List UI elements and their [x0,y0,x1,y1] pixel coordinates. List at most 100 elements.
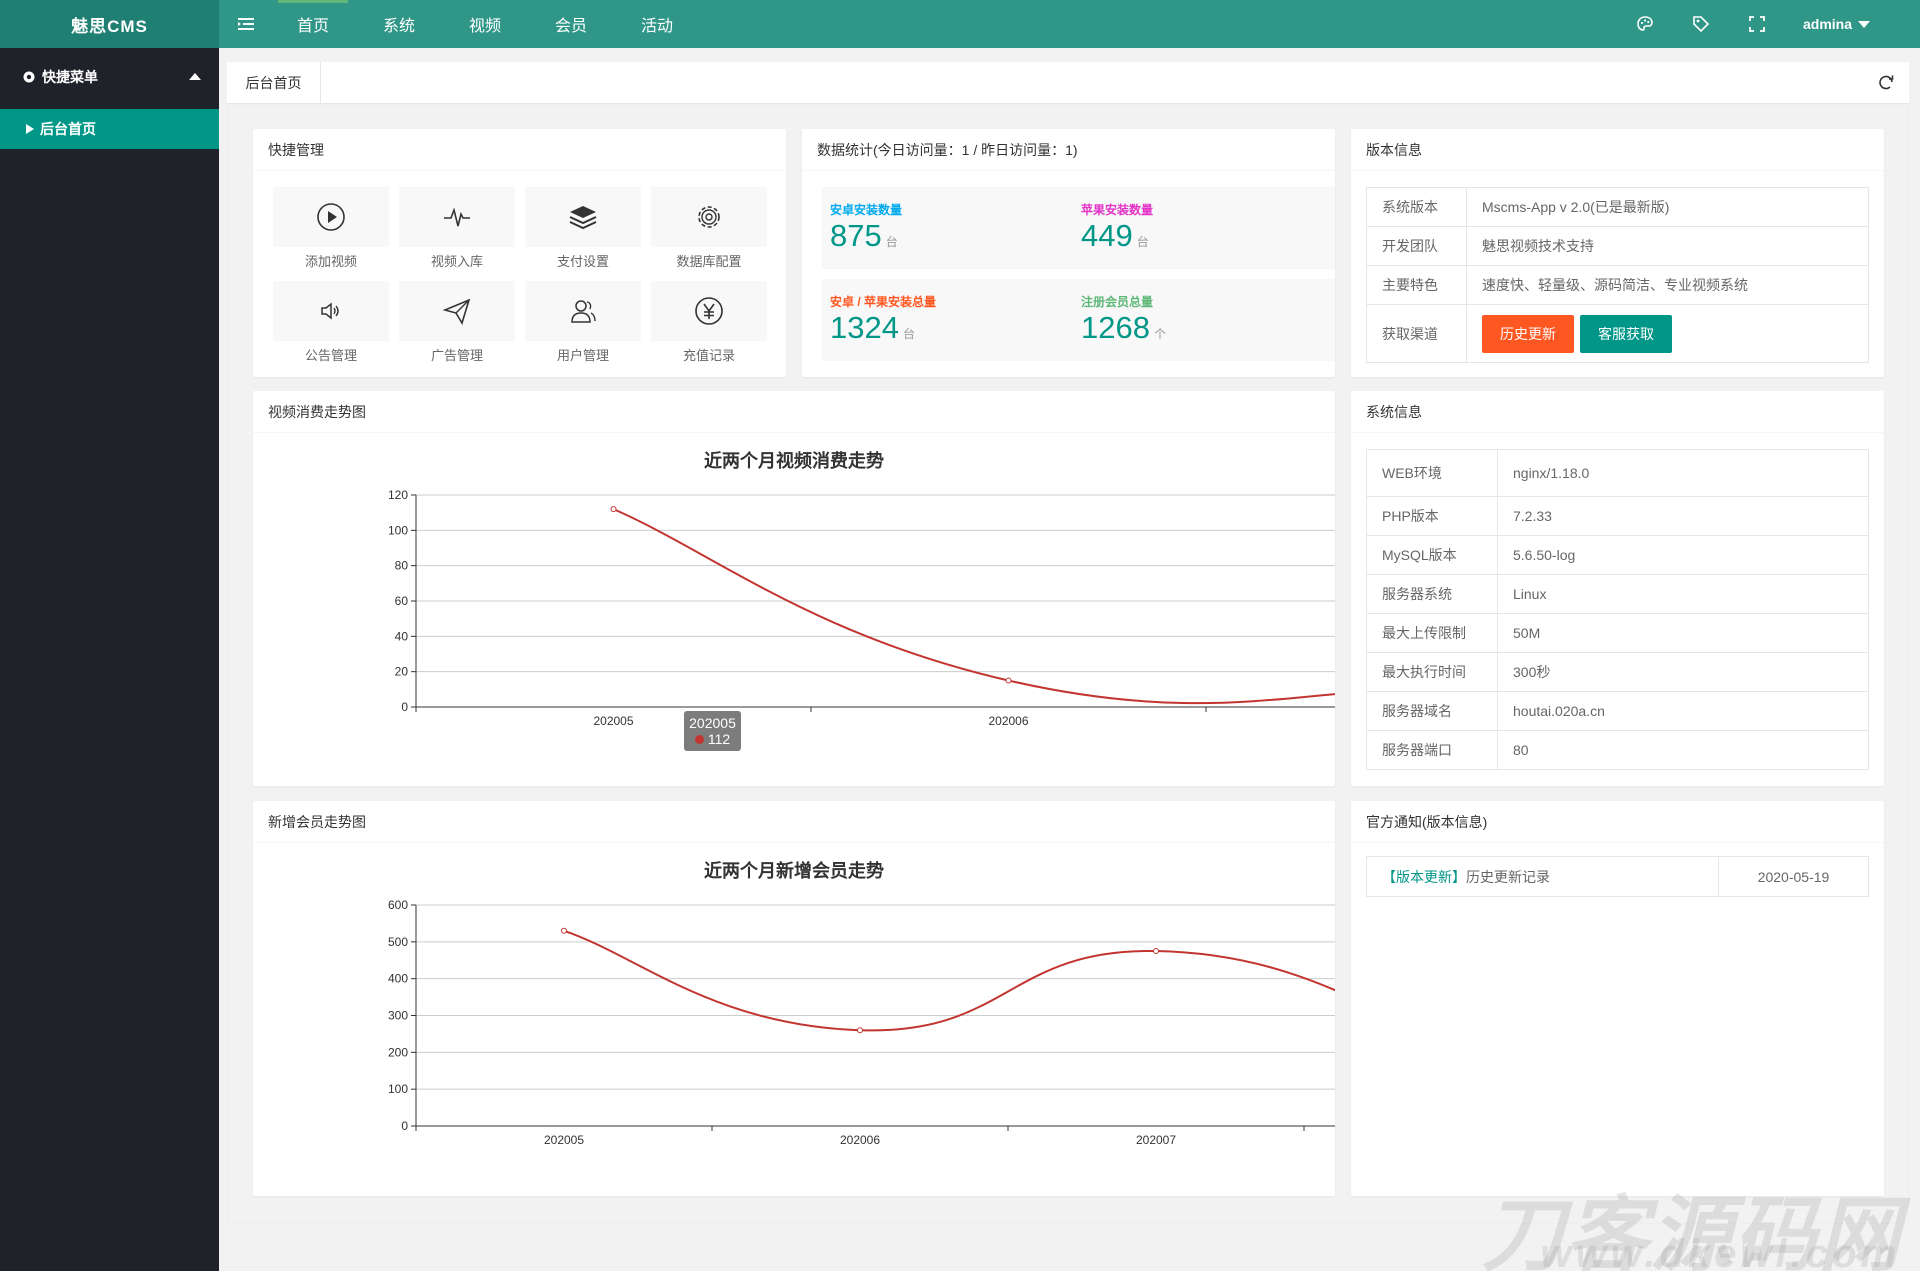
y-tick-label: 300 [388,1009,408,1023]
nav-item-activity[interactable]: 活动 [640,18,673,35]
gear-icon [23,71,35,83]
table-row: 服务器系统 Linux [1366,574,1869,614]
sidebar-item-dashboard[interactable]: 后台首页 [0,109,219,149]
stat-unit: 台 [1136,235,1149,249]
shortcut-video-import[interactable]: 视频入库 [399,187,515,281]
chevron-up-icon [189,73,201,80]
y-tick-label: 20 [395,665,409,679]
y-tick-label: 100 [388,1082,408,1096]
menu-toggle-icon[interactable] [236,14,256,34]
table-value: houtai.020a.cn [1497,691,1869,731]
shortcut-recharge-records[interactable]: 充值记录 [651,281,767,375]
data-point [610,506,617,513]
shortcut-label: 数据库配置 [676,254,742,269]
notice-tag[interactable]: 【版本更新】 [1382,868,1466,885]
stat-unit: 台 [902,327,915,341]
chart-title: 近两个月视频消费走势 [704,451,884,471]
card-title: 系统信息 [1351,391,1884,433]
y-tick-label: 60 [395,594,409,608]
shortcut-user-management[interactable]: 用户管理 [525,281,641,375]
stat-unit: 个 [1153,327,1166,341]
table-key: 开发团队 [1366,226,1467,266]
member-chart-card: 新增会员走势图 近两个月新增会员走势 0 100 200 300 400 500 600 20… [253,801,1335,1196]
stat-value: 1324 [830,310,899,345]
table-key: 服务器域名 [1366,691,1498,731]
data-point [1153,948,1159,955]
shortcut-label: 添加视频 [304,254,357,269]
data-point [561,927,567,934]
nav-item-home[interactable]: 首页 [270,0,356,48]
y-tick-label: 80 [395,559,409,573]
y-tick-label: 500 [388,935,408,949]
table-key: WEB环境 [1366,449,1498,497]
refresh-icon[interactable] [1877,74,1895,92]
sidebar-section-header[interactable]: 快捷菜单 [0,48,219,106]
stat-label: 安卓 / 苹果安装总量 [830,295,937,309]
table-key: MySQL版本 [1366,535,1498,575]
tab-dashboard[interactable]: 后台首页 [227,62,321,104]
table-key: 系统版本 [1366,187,1467,227]
shortcut-ad-management[interactable]: 广告管理 [399,281,515,375]
table-row: 服务器端口 80 [1366,730,1869,770]
watermark-url: www.dkewl.com [1540,1232,1900,1271]
x-tick-label: 202007 [1136,1133,1176,1147]
table-key: 最大执行时间 [1366,652,1498,692]
notice-date: 2020-05-19 [1718,856,1869,897]
theme-button[interactable] [1617,0,1673,48]
stats-card: 数据统计(今日访问量：1 / 昨日访问量：1) 安卓安装数量 875 台 苹果安装… [802,129,1335,377]
table-value: nginx/1.18.0 [1497,449,1869,497]
table-key: 获取渠道 [1366,304,1467,363]
table-value: 5.6.50-log [1497,535,1869,575]
card-title: 新增会员走势图 [253,801,1335,843]
stat-value: 449 [1081,218,1133,253]
table-key: 主要特色 [1366,265,1467,305]
shortcut-label: 支付设置 [556,254,609,269]
nav-item-member[interactable]: 会员 [554,18,587,35]
stat-registered-members: 注册会员总量 1268 个 [1073,279,1335,361]
shortcut-label: 公告管理 [304,348,357,363]
video-consumption-chart: 0 20 40 60 80 100 120 202005 202006 [388,488,1335,728]
table-row: 获取渠道 历史更新 客服获取 [1366,304,1869,363]
shortcut-notice-management[interactable]: 公告管理 [273,281,389,375]
stat-unit: 台 [885,235,898,249]
version-card: 版本信息 系统版本 Mscms-App v 2.0(已是最新版) 开发团队 魅思视频… [1351,129,1884,377]
tag-button[interactable] [1673,0,1729,48]
tag-icon [1693,16,1710,33]
system-info-table: WEB环境 nginx/1.18.0 PHP版本 7.2.33 MySQL版本 5.6… [1366,449,1869,770]
play-icon [317,203,345,231]
watermark-logo: 刀客源码网 [1482,1190,1902,1271]
y-tick-label: 100 [388,523,408,537]
user-menu[interactable]: admina [1785,16,1920,32]
notice-table: 【版本更新】历史更新记录 2020-05-19 [1366,856,1869,897]
data-point [857,1027,863,1034]
table-value: 50M [1497,613,1869,653]
history-update-button[interactable]: 历史更新 [1482,314,1574,353]
nav-item-system[interactable]: 系统 [382,18,415,35]
stat-ios-installs: 苹果安装数量 449 台 [1073,187,1335,269]
stat-total-installs: 安卓 / 苹果安装总量 1324 台 [822,279,1085,361]
chart-tooltip: 202005 112 [684,711,741,751]
shortcut-add-video[interactable]: 添加视频 [273,187,389,281]
y-tick-label: 120 [388,488,408,502]
sidebar: 快捷菜单 后台首页 [0,48,219,1271]
notice-text[interactable]: 历史更新记录 [1466,868,1550,885]
table-row: 【版本更新】历史更新记录 2020-05-19 [1366,856,1869,897]
top-right-tools: admina [1617,0,1920,48]
customer-service-button[interactable]: 客服获取 [1580,314,1672,353]
table-key: 服务器端口 [1366,730,1498,770]
caret-right-icon [26,124,34,134]
shortcut-card: 快捷管理 添加视频 视频入库 支付设置 数据库配置 公告管理 广告管理 用户管理 [253,129,786,377]
speaker-icon [321,302,339,320]
fullscreen-button[interactable] [1729,0,1785,48]
table-row: 主要特色 速度快、轻量级、源码简洁、专业视频系统 [1366,265,1869,305]
palette-icon [1637,16,1653,31]
nav-item-video[interactable]: 视频 [468,18,501,35]
table-row: 最大上传限制 50M [1366,613,1869,653]
shortcut-payment-settings[interactable]: 支付设置 [525,187,641,281]
series-dot-icon [694,735,704,744]
send-icon [442,298,471,325]
pulse-icon [444,207,470,227]
card-title: 视频消费走势图 [253,391,1335,433]
shortcut-database-config[interactable]: 数据库配置 [651,187,767,281]
app-logo[interactable]: 魅思CMS [0,0,219,48]
